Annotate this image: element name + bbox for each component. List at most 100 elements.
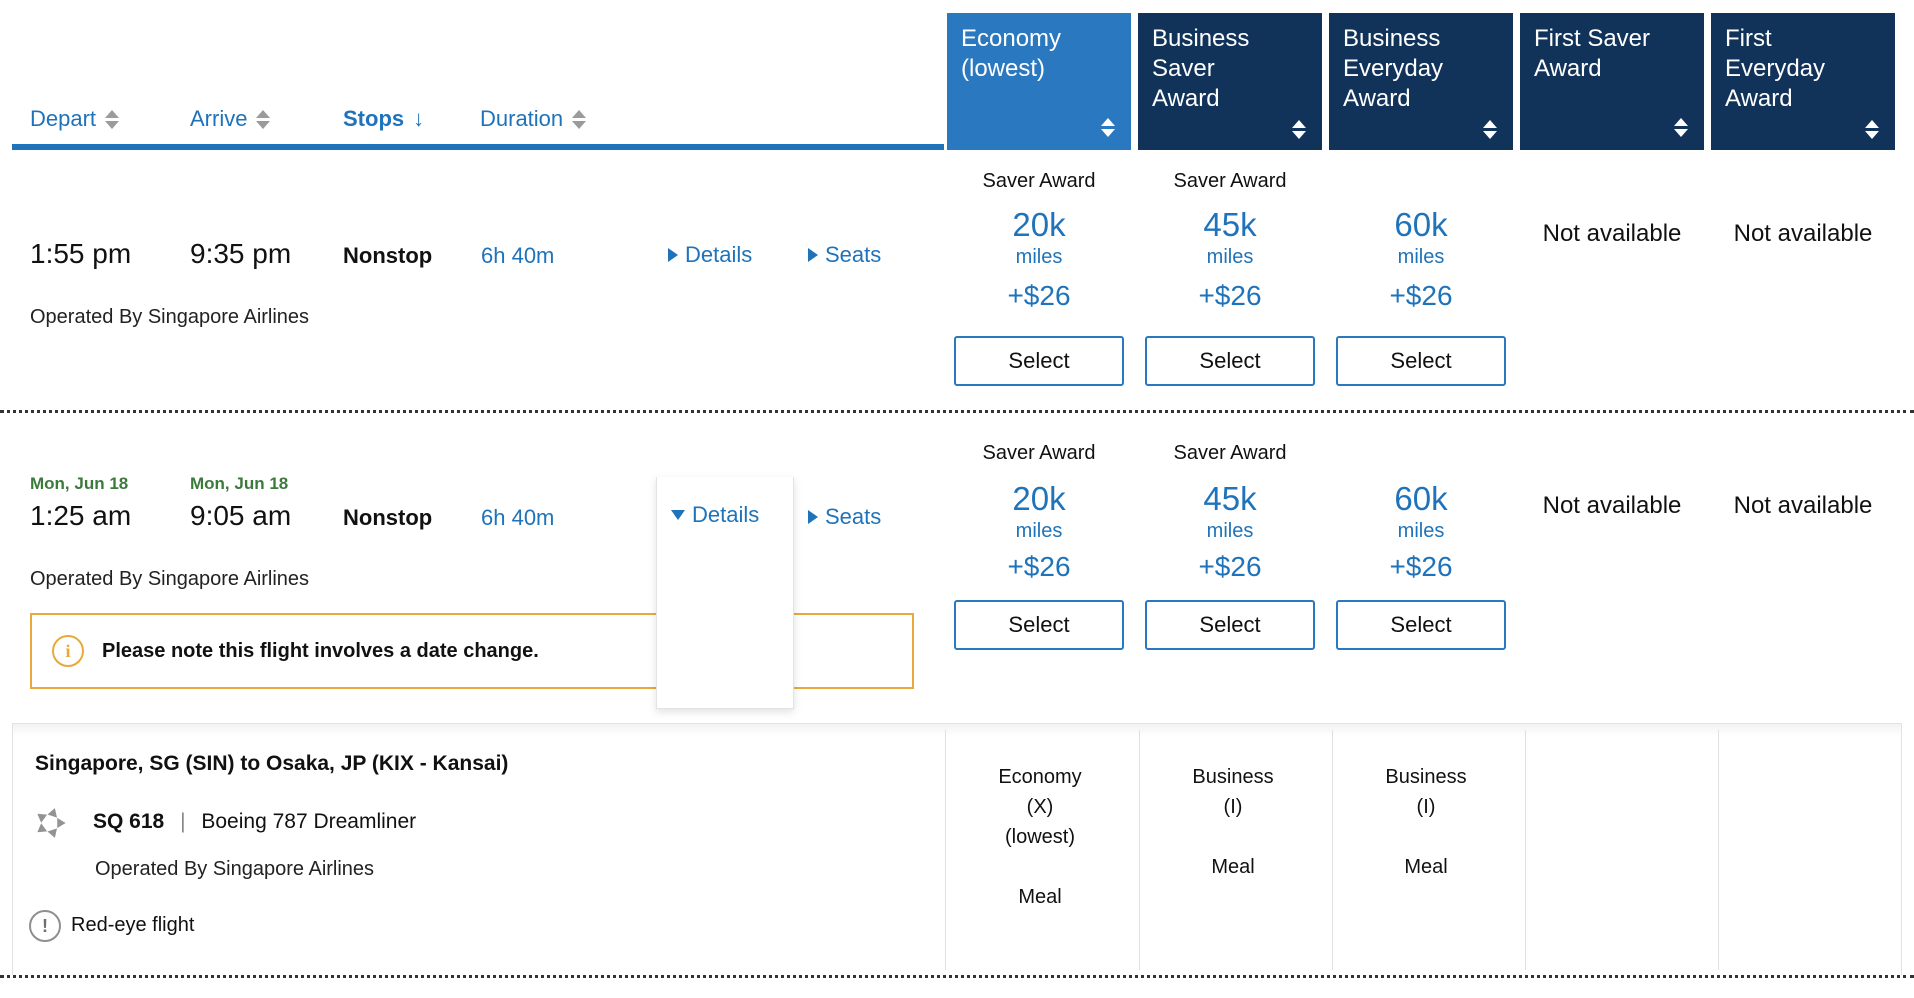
arrive-time: 9:05 am (190, 500, 292, 531)
arrive-time: 9:35 pm (190, 238, 292, 269)
details-dropdown-panel: Details (656, 477, 794, 709)
depart-date: Mon, Jun 18 (30, 474, 129, 493)
miles-value: 20k (1012, 206, 1066, 243)
sort-updown-icon[interactable] (1292, 120, 1306, 139)
chevron-down-icon (671, 510, 685, 520)
column-header-first-saver-award[interactable]: First Saver Award (1520, 13, 1704, 150)
flight-details-section: Singapore, SG (SIN) to Osaka, JP (KIX - … (12, 723, 1902, 975)
operated-by-text: Operated By Singapore Airlines (95, 858, 375, 880)
column-header-economy-lowest[interactable]: Economy (lowest) (947, 13, 1131, 150)
fees-value: +$26 (1007, 551, 1071, 582)
award-type-label: Saver Award (982, 442, 1096, 464)
cabin-line: Business (1192, 766, 1274, 788)
seats-link[interactable]: Seats (808, 242, 881, 268)
miles-value: 20k (1012, 480, 1066, 517)
fare-header-line: Business (1152, 25, 1250, 52)
duration-value: 6h 40m (481, 243, 555, 268)
miles-value: 60k (1394, 206, 1448, 243)
depart-column-header[interactable]: Depart (30, 106, 120, 132)
select-button[interactable]: Select (1145, 336, 1315, 386)
not-available-label: Not available (1733, 492, 1873, 519)
duration-column-header[interactable]: Duration (480, 106, 587, 132)
depart-header-label: Depart (30, 106, 97, 131)
fare-header-line: Award (1534, 55, 1602, 82)
fees-value: +$26 (1198, 280, 1262, 311)
chevron-right-icon (808, 248, 818, 262)
sort-down-arrow-icon[interactable]: ↓ (413, 106, 425, 131)
miles-unit: miles (1206, 520, 1254, 542)
details-link[interactable]: Details (668, 242, 752, 268)
seats-link[interactable]: Seats (808, 504, 881, 530)
select-button[interactable]: Select (954, 336, 1124, 386)
details-link-expanded[interactable]: Details (671, 502, 759, 528)
cabin-line: (I) (1416, 796, 1436, 818)
fare-header-line: (lowest) (961, 55, 1046, 82)
depart-time: 1:55 pm (30, 238, 132, 269)
stops-value: Nonstop (343, 243, 433, 268)
cabin-detail-economy: Economy (X) (lowest) Meal (948, 762, 1132, 912)
award-type-label: Saver Award (1173, 442, 1287, 464)
fare-header-line: Award (1343, 85, 1411, 112)
bottom-separator (0, 975, 1914, 978)
sort-updown-icon[interactable] (1865, 120, 1879, 139)
details-link-label: Details (692, 502, 760, 527)
sort-updown-icon[interactable] (105, 109, 120, 129)
select-button[interactable]: Select (1145, 600, 1315, 650)
fare-header-line: Business (1343, 25, 1441, 52)
award-type-label: Saver Award (1173, 170, 1287, 192)
fees-value: +$26 (1389, 280, 1453, 311)
aircraft-type: Boeing 787 Dreamliner (201, 810, 417, 833)
flight-info-line: SQ 618 | Boeing 787 Dreamliner (93, 810, 416, 834)
sort-updown-icon[interactable] (1483, 120, 1497, 139)
column-header-business-everyday-award[interactable]: Business Everyday Award (1329, 13, 1513, 150)
flight-number: SQ 618 (93, 810, 165, 833)
stops-value: Nonstop (343, 505, 433, 530)
operated-by-text: Operated By Singapore Airlines (30, 306, 310, 328)
sort-updown-icon[interactable] (256, 109, 271, 129)
cabin-line: (X) (1026, 796, 1054, 818)
fare-header-line: Award (1725, 85, 1793, 112)
fare-header-line: Economy (961, 25, 1062, 52)
column-divider (945, 730, 946, 970)
stops-header-label: Stops (343, 106, 405, 131)
route-title: Singapore, SG (SIN) to Osaka, JP (KIX - … (35, 752, 509, 775)
arrive-date: Mon, Jun 18 (190, 474, 289, 493)
miles-value: 45k (1203, 206, 1257, 243)
sort-updown-icon[interactable] (1101, 118, 1115, 137)
not-available-label: Not available (1542, 492, 1682, 519)
fees-value: +$26 (1198, 551, 1262, 582)
sort-updown-icon[interactable] (1674, 118, 1688, 137)
chevron-right-icon (808, 510, 818, 524)
sort-updown-icon[interactable] (572, 109, 587, 129)
column-divider (1139, 730, 1140, 970)
not-available-label: Not available (1542, 220, 1682, 247)
fare-header-line: Award (1152, 85, 1220, 112)
fare-header-line: Everyday (1725, 55, 1826, 82)
header-underline (12, 144, 944, 150)
operated-by-text: Operated By Singapore Airlines (30, 568, 310, 590)
duration-value: 6h 40m (481, 505, 555, 530)
stops-column-header[interactable]: Stops ↓ (343, 106, 424, 132)
not-available-label: Not available (1733, 220, 1873, 247)
select-button[interactable]: Select (1336, 600, 1506, 650)
miles-unit: miles (1015, 246, 1063, 268)
meal-label: Meal (1211, 856, 1255, 878)
row-separator (0, 410, 1914, 413)
fare-header-line: First (1725, 25, 1772, 52)
cabin-line: (I) (1223, 796, 1243, 818)
seats-link-label: Seats (825, 504, 882, 529)
column-divider (1718, 730, 1719, 970)
miles-unit: miles (1206, 246, 1254, 268)
meal-label: Meal (1018, 886, 1062, 908)
miles-unit: miles (1397, 520, 1445, 542)
cabin-line: (lowest) (1004, 826, 1075, 848)
column-header-business-saver-award[interactable]: Business Saver Award (1138, 13, 1322, 150)
column-divider (1525, 730, 1526, 970)
select-button[interactable]: Select (1336, 336, 1506, 386)
redeye-flight-label: Red-eye flight (71, 914, 195, 936)
arrive-column-header[interactable]: Arrive (190, 106, 271, 132)
select-button[interactable]: Select (954, 600, 1124, 650)
miles-unit: miles (1397, 246, 1445, 268)
column-header-first-everyday-award[interactable]: First Everyday Award (1711, 13, 1895, 150)
miles-unit: miles (1015, 520, 1063, 542)
